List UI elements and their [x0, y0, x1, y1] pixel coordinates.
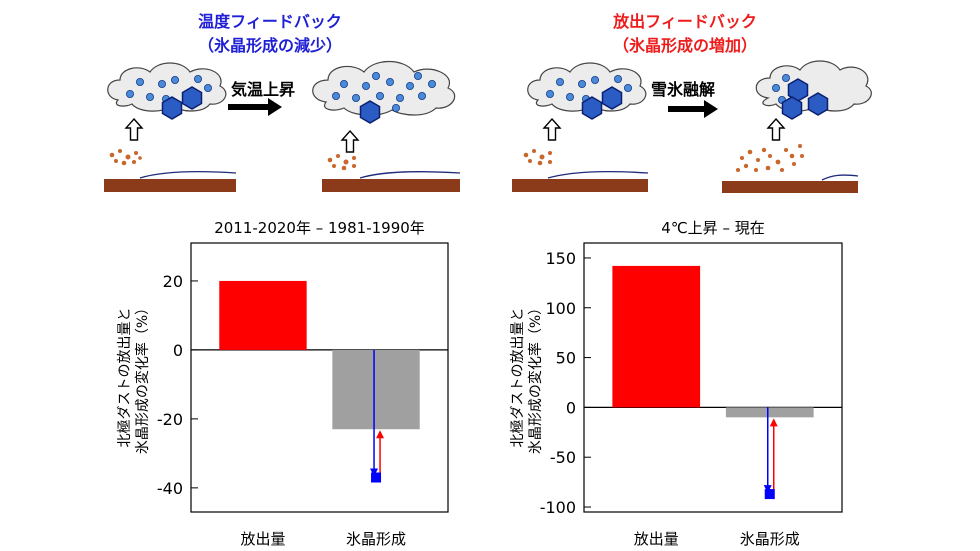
left-title-line1: 温度フィードバック: [198, 12, 342, 31]
chart2-ylabel-line1: 北極ダストの放出量と: [510, 308, 526, 448]
scene-left-before: [104, 62, 237, 192]
chart1-ytick-label-3: -40: [157, 479, 183, 498]
chart1-category-label-1: 氷晶形成: [346, 530, 406, 548]
chart1-title: 2011-2020年 – 1981-1990年: [214, 219, 425, 237]
chart1-ylabel-line2: 氷晶形成の変化率（%）: [134, 301, 151, 454]
chart1-category-label-0: 放出量: [240, 530, 285, 548]
scene-right-before: [512, 62, 649, 192]
chart2-bar-0: [612, 265, 701, 408]
chart1-marker: [371, 472, 382, 483]
chart2-ytick-label-2: 50: [556, 349, 576, 368]
chart1-ytick-label-2: -20: [157, 410, 183, 429]
left-title-line2: （氷晶形成の減少）: [197, 36, 342, 55]
right-title-line2: （氷晶形成の増加）: [612, 36, 757, 55]
chart1-bar-1: [332, 349, 420, 430]
chart2-plot-frame: [583, 242, 843, 513]
right-flow-arrow: [668, 100, 718, 118]
chart1-red-arrow-head: [376, 430, 385, 439]
chart2-ytick-label-0: 150: [545, 249, 576, 268]
scene-left-after: [312, 61, 461, 192]
right-title-line1: 放出フィードバック: [613, 12, 757, 31]
left-arrow-label: 気温上昇: [231, 80, 296, 99]
chart2-category-label-0: 放出量: [634, 530, 679, 548]
chart2-category-label-1: 氷晶形成: [740, 530, 800, 548]
chart2-ylabel-line2: 氷晶形成の変化率（%）: [527, 301, 544, 454]
chart2-ytick-label-4: -50: [550, 448, 576, 467]
chart1-plot-frame: [190, 242, 449, 513]
chart2-marker: [764, 489, 775, 500]
chart2-ytick-label-1: 100: [545, 299, 576, 318]
left-flow-arrow: [228, 98, 282, 116]
scene-right-after: [722, 60, 872, 193]
chart2-ytick-label-3: 0: [566, 398, 576, 417]
chart1-bar-0: [219, 280, 307, 350]
chart1-ytick-label-1: 0: [173, 341, 183, 360]
chart-right: 4℃上昇 – 現在 150 100 50 0 -50 -100 北極ダストの放出量と 氷晶形成の…: [510, 219, 843, 548]
chart1-ytick-label-0: 20: [163, 272, 183, 291]
chart-left: 2011-2020年 – 1981-1990年 20 0 -20 -40 北極ダストの放出…: [117, 219, 449, 548]
chart2-bar-1: [725, 407, 814, 418]
chart2-red-arrow-head: [769, 418, 778, 427]
right-arrow-label: 雪氷融解: [651, 80, 716, 99]
schematic-illustrations: [104, 60, 872, 193]
chart2-ytick-label-5: -100: [540, 498, 576, 517]
chart1-ylabel-line1: 北極ダストの放出量と: [117, 308, 133, 448]
chart2-title: 4℃上昇 – 現在: [661, 219, 764, 237]
